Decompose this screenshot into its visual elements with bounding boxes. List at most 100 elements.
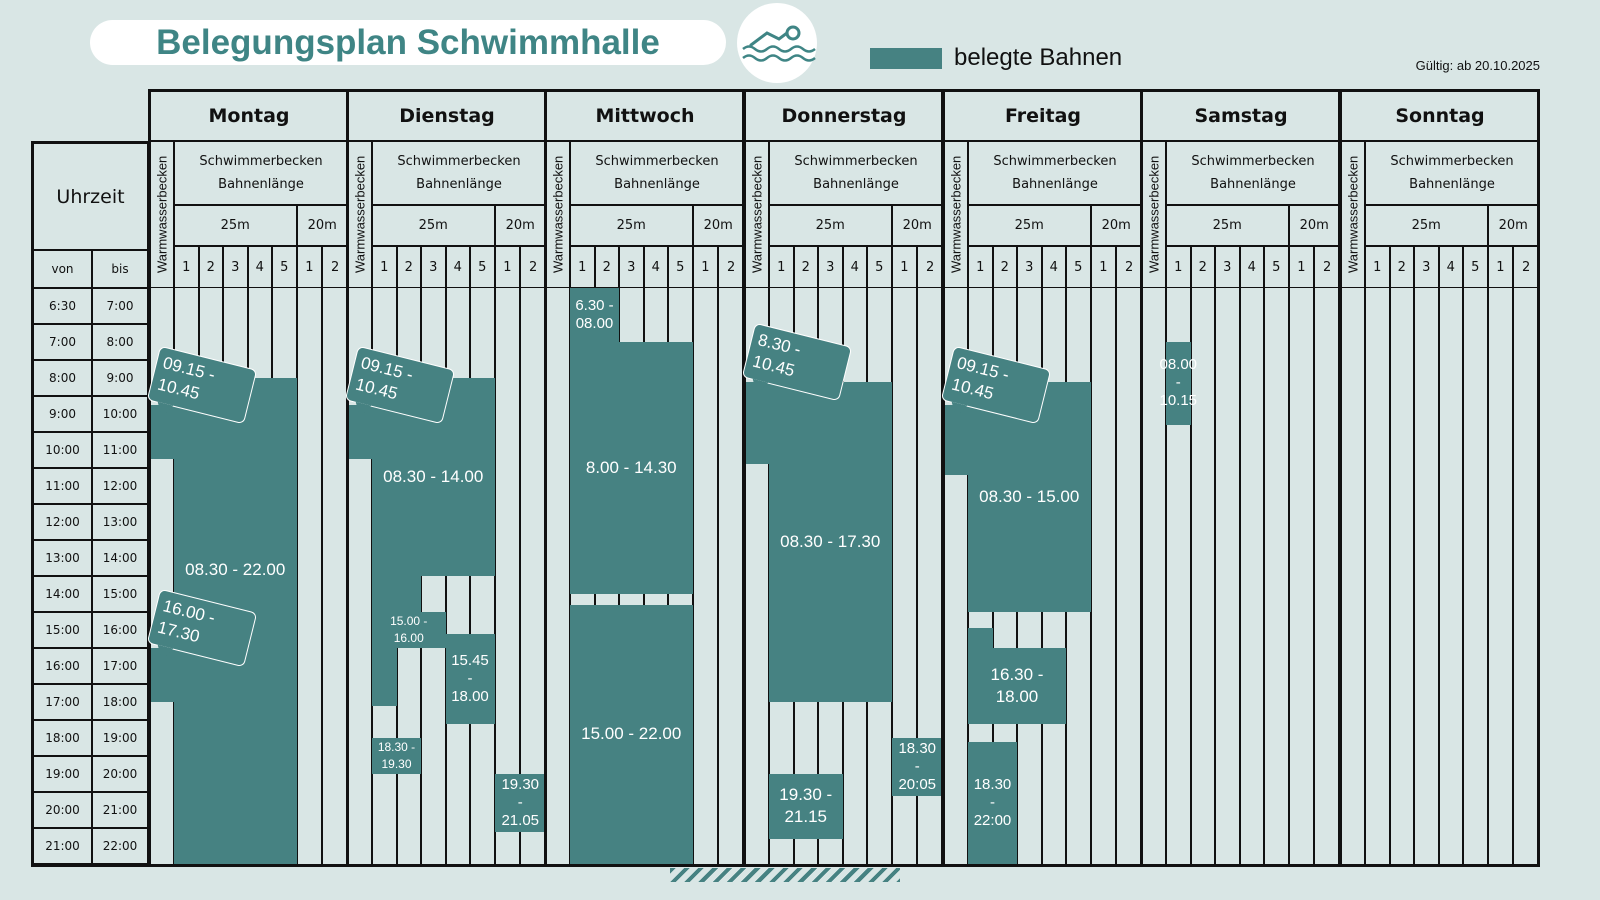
time-from: 16:00 <box>33 648 92 684</box>
lane-column <box>494 288 521 865</box>
time-from: 19:00 <box>33 756 92 792</box>
time-from: 20:00 <box>33 792 92 828</box>
day-header-mittwoch: Mittwoch <box>546 91 744 141</box>
lane-number: 2 <box>917 246 943 288</box>
lane-column <box>1190 288 1215 865</box>
occupied-block <box>372 576 421 612</box>
lane-number: 3 <box>619 246 644 288</box>
pool-header-line2: Bahnenlänge <box>813 177 899 192</box>
block-label: 19.30 - 21.15 <box>779 785 833 827</box>
lane-number: 2 <box>718 246 744 288</box>
occupied-block: 16.30 - 18.00 <box>968 648 1066 724</box>
lane-number: 5 <box>1264 246 1289 288</box>
lane-number: 4 <box>842 246 867 288</box>
length-20m-header: 20m <box>891 205 943 246</box>
time-to: 17:00 <box>92 648 148 684</box>
lane-column <box>1090 288 1117 865</box>
lane-column <box>1389 288 1414 865</box>
occupied-block <box>968 628 993 648</box>
block-label: 19.30 - 21.05 <box>501 775 540 829</box>
pool-header: Schwimmerbecken Bahnenlänge <box>1365 141 1539 205</box>
day-column-frame <box>743 89 944 867</box>
lane-column <box>1463 288 1488 865</box>
swimmer-icon <box>737 3 817 83</box>
time-to: 19:00 <box>92 720 148 756</box>
time-from: 17:00 <box>33 684 92 720</box>
lane-column <box>891 288 918 865</box>
day-column-frame <box>1140 89 1341 867</box>
occupied-block: 18.30 - 22:00 <box>968 741 1017 864</box>
lane-number: 1 <box>296 246 323 288</box>
lane-number: 2 <box>594 246 619 288</box>
length-20m-header: 20m <box>692 205 744 246</box>
occupied-block: 19.30 - 21.15 <box>769 774 843 839</box>
lane-column <box>1215 288 1240 865</box>
lane-number: 1 <box>494 246 521 288</box>
block-label: 15.00 - 16.00 <box>390 614 428 645</box>
length-25m-header: 25m <box>372 205 495 246</box>
day-header-donnerstag: Donnerstag <box>745 91 943 141</box>
lane-number: 4 <box>1438 246 1463 288</box>
lane-column <box>1239 288 1264 865</box>
lane-column <box>470 288 495 865</box>
lane-number: 3 <box>223 246 248 288</box>
lane-number: 2 <box>1389 246 1414 288</box>
occupied-block: 08.00 - 10.15 <box>1159 342 1197 425</box>
lane-number: 5 <box>272 246 297 288</box>
lane-column <box>1414 288 1439 865</box>
lane-column <box>1166 288 1191 865</box>
time-from: 21:00 <box>33 828 92 864</box>
lane-number: 4 <box>643 246 668 288</box>
time-to: 16:00 <box>92 612 148 648</box>
pool-header: Schwimmerbecken Bahnenlänge <box>968 141 1142 205</box>
occupied-block: 8.00 - 14.30 <box>570 342 693 594</box>
lane-number: 5 <box>470 246 495 288</box>
occupied-block: 18.30 - 19.30 <box>372 738 421 774</box>
length-25m-header: 25m <box>1166 205 1289 246</box>
lane-number: 2 <box>198 246 223 288</box>
block-label: 8.00 - 14.30 <box>585 458 677 477</box>
day-column-frame <box>148 89 349 867</box>
time-to: 21:00 <box>92 792 148 828</box>
pool-header-line2: Bahnenlänge <box>416 177 502 192</box>
lane-number: 1 <box>1487 246 1514 288</box>
lane-number: 1 <box>1166 246 1191 288</box>
occupied-block: 6.30 - 08.00 <box>570 288 619 342</box>
time-to: 8:00 <box>92 324 148 360</box>
pool-header-line2: Bahnenlänge <box>1210 177 1296 192</box>
lane-number: 1 <box>1090 246 1117 288</box>
lane-column <box>692 288 719 865</box>
lane-number: 5 <box>668 246 693 288</box>
length-25m-header: 25m <box>968 205 1091 246</box>
lane-number: 4 <box>247 246 272 288</box>
lane-number: 1 <box>692 246 719 288</box>
lane-number: 2 <box>992 246 1017 288</box>
lane-number: 3 <box>1017 246 1042 288</box>
block-label: 15.00 - 22.00 <box>581 724 682 744</box>
pool-header-line1: Schwimmerbecken <box>1390 154 1514 169</box>
lane-column <box>1365 288 1390 865</box>
block-label: 18.30 - 20:05 <box>898 739 937 793</box>
block-label: 15.45 - 18.00 <box>451 651 489 705</box>
day-header-montag: Montag <box>150 91 348 141</box>
pool-header-line1: Schwimmerbecken <box>794 154 918 169</box>
day-header-sonntag: Sonntag <box>1341 91 1539 141</box>
lane-number: 1 <box>372 246 397 288</box>
time-to: 12:00 <box>92 468 148 504</box>
pool-header: Schwimmerbecken Bahnenlänge <box>372 141 546 205</box>
time-from: 11:00 <box>33 468 92 504</box>
occupied-block: 15.00 - 22.00 <box>570 604 693 864</box>
block-label: 18.30 - 22:00 <box>973 775 1012 829</box>
occupied-block: 18.30 - 20:05 <box>891 738 943 796</box>
pool-header-line2: Bahnenlänge <box>614 177 700 192</box>
lane-number: 5 <box>1463 246 1488 288</box>
lane-column <box>1487 288 1514 865</box>
day-header-freitag: Freitag <box>944 91 1142 141</box>
time-to: 7:00 <box>92 288 148 324</box>
time-from: 7:00 <box>33 324 92 360</box>
lane-column <box>1288 288 1315 865</box>
time-from: 8:00 <box>33 360 92 396</box>
von-header: von <box>33 250 92 288</box>
length-25m-header: 25m <box>174 205 297 246</box>
lane-number: 2 <box>520 246 546 288</box>
